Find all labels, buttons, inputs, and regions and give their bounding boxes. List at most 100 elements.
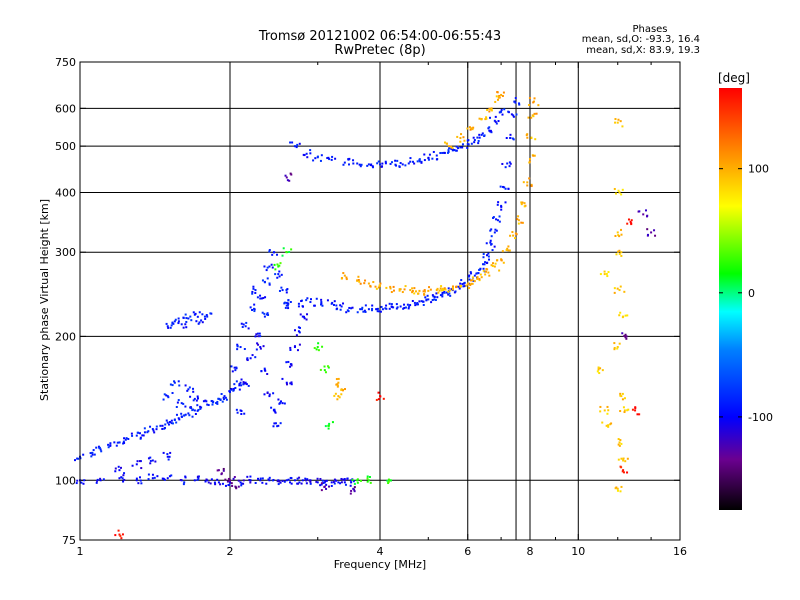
echo-point bbox=[459, 137, 462, 140]
echo-point bbox=[195, 399, 198, 402]
echo-point bbox=[517, 222, 520, 225]
echo-point bbox=[340, 481, 343, 484]
echo-point bbox=[130, 432, 133, 435]
echo-point bbox=[187, 412, 190, 415]
echo-point bbox=[617, 189, 620, 192]
echo-point bbox=[273, 422, 276, 425]
echo-point bbox=[271, 479, 274, 482]
echo-point bbox=[388, 302, 391, 305]
echo-point bbox=[454, 290, 457, 293]
x-tick-label: 1 bbox=[77, 545, 84, 558]
echo-point bbox=[290, 482, 293, 485]
echo-point bbox=[460, 279, 463, 282]
echo-point bbox=[503, 108, 506, 111]
echo-point bbox=[457, 285, 460, 288]
echo-point bbox=[289, 382, 292, 385]
echo-point bbox=[622, 406, 625, 409]
echo-point bbox=[287, 360, 290, 363]
echo-point bbox=[217, 481, 220, 484]
echo-point bbox=[233, 476, 236, 479]
echo-point bbox=[603, 273, 606, 276]
echo-point bbox=[257, 335, 260, 338]
echo-point bbox=[472, 126, 475, 129]
stats-o-mode: mean, sd,O: -93.3, 16.4 bbox=[582, 34, 700, 45]
echo-point bbox=[136, 460, 139, 463]
echo-point bbox=[259, 347, 262, 350]
echo-point bbox=[325, 483, 328, 486]
echo-point bbox=[188, 414, 191, 417]
echo-point bbox=[306, 478, 309, 481]
echo-point bbox=[411, 287, 414, 290]
echo-point bbox=[249, 475, 252, 478]
echo-point bbox=[455, 145, 458, 148]
echo-point bbox=[237, 485, 240, 488]
echo-point bbox=[422, 290, 425, 293]
echo-point bbox=[203, 315, 206, 318]
echo-point bbox=[597, 366, 600, 369]
echo-point bbox=[235, 366, 238, 369]
echo-point bbox=[389, 479, 392, 482]
echo-point bbox=[228, 390, 231, 393]
echo-point bbox=[623, 334, 626, 337]
echo-point bbox=[401, 163, 404, 166]
echo-point bbox=[114, 470, 117, 473]
echo-point bbox=[480, 276, 483, 279]
echo-point bbox=[362, 310, 365, 313]
echo-point bbox=[339, 308, 342, 311]
echo-point bbox=[621, 188, 624, 191]
plot-frame bbox=[79, 61, 681, 541]
echo-point bbox=[327, 424, 330, 427]
echo-point bbox=[532, 101, 535, 104]
echo-point bbox=[467, 282, 470, 285]
echo-point bbox=[180, 412, 183, 415]
echo-point bbox=[650, 231, 653, 234]
echo-point bbox=[390, 303, 393, 306]
echo-point bbox=[476, 272, 479, 275]
echo-point bbox=[461, 146, 464, 149]
echo-point bbox=[228, 480, 231, 483]
echo-point bbox=[522, 181, 525, 184]
echo-point bbox=[178, 418, 181, 421]
grid-lines bbox=[80, 62, 680, 540]
echo-point bbox=[266, 266, 269, 269]
echo-point bbox=[289, 141, 292, 144]
echo-point bbox=[260, 370, 263, 373]
echo-point bbox=[517, 219, 520, 222]
echo-point bbox=[523, 205, 526, 208]
echo-point bbox=[122, 480, 125, 483]
echo-point bbox=[404, 164, 407, 167]
echo-point bbox=[596, 370, 599, 373]
echo-point bbox=[337, 381, 340, 384]
echo-point bbox=[198, 321, 201, 324]
echo-point bbox=[283, 480, 286, 483]
echo-point bbox=[166, 455, 169, 458]
echo-point bbox=[252, 285, 255, 288]
y-tick-label: 100 bbox=[55, 474, 76, 487]
echo-point bbox=[432, 295, 435, 298]
echo-point bbox=[154, 460, 157, 463]
echo-point bbox=[601, 369, 604, 372]
echo-point bbox=[599, 410, 602, 413]
echo-point bbox=[364, 279, 367, 282]
echo-point bbox=[461, 283, 464, 286]
echo-point bbox=[631, 408, 634, 411]
echo-point bbox=[485, 267, 488, 270]
echo-point bbox=[207, 404, 210, 407]
echo-point bbox=[140, 467, 143, 470]
echo-point bbox=[281, 377, 284, 380]
echo-point bbox=[95, 481, 98, 484]
echo-point bbox=[493, 119, 496, 122]
y-tick-label: 750 bbox=[55, 56, 76, 69]
echo-point bbox=[265, 313, 268, 316]
echo-point bbox=[626, 471, 629, 474]
echo-point bbox=[638, 413, 641, 416]
echo-point bbox=[449, 294, 452, 297]
echo-point bbox=[369, 285, 372, 288]
echo-point bbox=[440, 289, 443, 292]
echo-point bbox=[619, 311, 622, 314]
echo-point bbox=[599, 273, 602, 276]
echo-point bbox=[259, 346, 262, 349]
echo-point bbox=[152, 429, 155, 432]
echo-point bbox=[135, 434, 138, 437]
echo-point bbox=[236, 348, 239, 351]
